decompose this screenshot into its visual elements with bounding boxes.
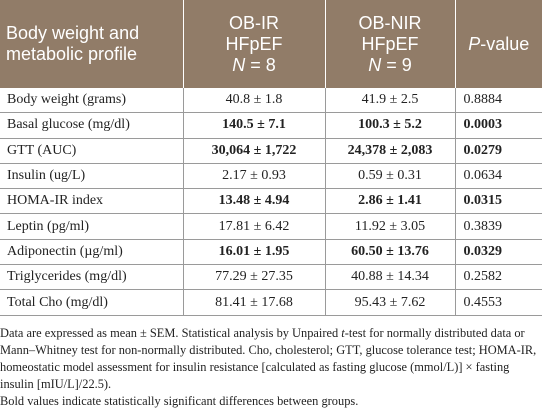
value-cell: 100.3 ± 5.2 [324, 112, 456, 139]
value-cell: 40.88 ± 14.34 [324, 264, 456, 291]
table-row: Adiponectin (µg/ml) 16.01 ± 1.95 60.50 ± 1… [0, 239, 542, 266]
value-cell: 0.0329 [454, 239, 542, 266]
footnotes: Data are expressed as mean ± SEM. Statis… [0, 316, 542, 410]
footnote: Data are expressed as mean ± SEM. Statis… [0, 325, 542, 393]
row-label: Adiponectin (µg/ml) [0, 239, 184, 266]
header-line: P-value [462, 34, 537, 55]
row-label: Total Cho (mg/dl) [0, 289, 184, 316]
value-cell: 30,064 ± 1,722 [182, 138, 326, 164]
row-label: Triglycerides (mg/dl) [0, 264, 184, 291]
row-label: Insulin (ug/L) [0, 163, 184, 190]
header-cell: Body weight and metabolic profile [0, 0, 184, 88]
footnote-text: t [341, 325, 345, 340]
row-label: HOMA-IR index [0, 188, 184, 215]
n-value: = 9 [386, 54, 412, 75]
header-cell: OB-IR HFpEF N = 8 [183, 0, 326, 88]
value-cell: 0.0279 [454, 138, 542, 164]
value-cell: 0.8884 [454, 88, 542, 114]
header-cell: OB-NIR HFpEF N = 9 [325, 0, 456, 88]
value-cell: 0.4553 [454, 289, 542, 316]
p-italic: P [468, 33, 481, 54]
value-cell: 17.81 ± 6.42 [182, 213, 326, 240]
header-line: HFpEF [361, 33, 419, 54]
value-cell: 24,378 ± 2,083 [324, 138, 456, 164]
footnote-text: -test for normally distributed data or M… [0, 325, 537, 391]
table-row: HOMA-IR index 13.48 ± 4.94 2.86 ± 1.41 0.03… [0, 188, 542, 215]
footnote-text: Bold values indicate statistically signi… [0, 393, 359, 408]
row-label: GTT (AUC) [0, 138, 184, 164]
table-row: Triglycerides (mg/dl) 77.29 ± 27.35 40.88 … [0, 264, 542, 291]
header-line: HFpEF [225, 33, 283, 54]
table-row: Body weight (grams) 40.8 ± 1.8 41.9 ± 2.5 0… [0, 88, 542, 114]
footnote: Bold values indicate statistically signi… [0, 393, 542, 410]
header-line: Body weight and [6, 23, 140, 43]
value-cell: 77.29 ± 27.35 [182, 264, 326, 291]
value-cell: 41.9 ± 2.5 [324, 88, 456, 114]
p-rest: -value [480, 33, 530, 54]
value-cell: 60.50 ± 13.76 [324, 239, 456, 266]
data-table: Body weight and metabolic profile OB-IR HFp… [0, 0, 542, 316]
header-row: Body weight and metabolic profile OB-IR HFp… [0, 0, 542, 88]
n-label: N [232, 54, 246, 75]
header-n: N = 8 [190, 55, 319, 76]
table-body: Body weight (grams) 40.8 ± 1.8 41.9 ± 2.5 0… [0, 88, 542, 316]
value-cell: 0.0634 [454, 163, 542, 190]
value-cell: 0.3839 [454, 213, 542, 240]
row-label: Body weight (grams) [0, 88, 184, 114]
value-cell: 0.2582 [454, 264, 542, 291]
header-line: metabolic profile [6, 44, 138, 64]
n-value: = 8 [250, 54, 276, 75]
value-cell: 2.17 ± 0.93 [182, 163, 326, 190]
value-cell: 0.0003 [454, 112, 542, 139]
header-line: OB-NIR [358, 12, 422, 33]
value-cell: 16.01 ± 1.95 [182, 239, 326, 266]
value-cell: 13.48 ± 4.94 [182, 188, 326, 215]
table-row: GTT (AUC) 30,064 ± 1,722 24,378 ± 2,083 0.0… [0, 138, 542, 164]
value-cell: 140.5 ± 7.1 [182, 112, 326, 139]
table-row: Total Cho (mg/dl) 81.41 ± 17.68 95.43 ± 7.… [0, 289, 542, 316]
table-row: Leptin (pg/ml) 17.81 ± 6.42 11.92 ± 3.05 0.… [0, 213, 542, 240]
table-row: Basal glucose (mg/dl) 140.5 ± 7.1 100.3 ± … [0, 112, 542, 139]
value-cell: 0.59 ± 0.31 [324, 163, 456, 190]
value-cell: 11.92 ± 3.05 [324, 213, 456, 240]
row-label: Basal glucose (mg/dl) [0, 112, 184, 139]
footnote-text: Data are expressed as mean ± SEM. Statis… [0, 325, 342, 340]
value-cell: 40.8 ± 1.8 [182, 88, 326, 114]
value-cell: 2.86 ± 1.41 [324, 188, 456, 215]
row-label: Leptin (pg/ml) [0, 213, 184, 240]
header-n: N = 9 [332, 55, 449, 76]
value-cell: 81.41 ± 17.68 [182, 289, 326, 316]
value-cell: 0.0315 [454, 188, 542, 215]
n-label: N [368, 54, 382, 75]
value-cell: 95.43 ± 7.62 [324, 289, 456, 316]
table-row: Insulin (ug/L) 2.17 ± 0.93 0.59 ± 0.31 0.06… [0, 163, 542, 190]
header-line: OB-IR [228, 12, 279, 33]
header-cell: P-value [455, 0, 542, 88]
